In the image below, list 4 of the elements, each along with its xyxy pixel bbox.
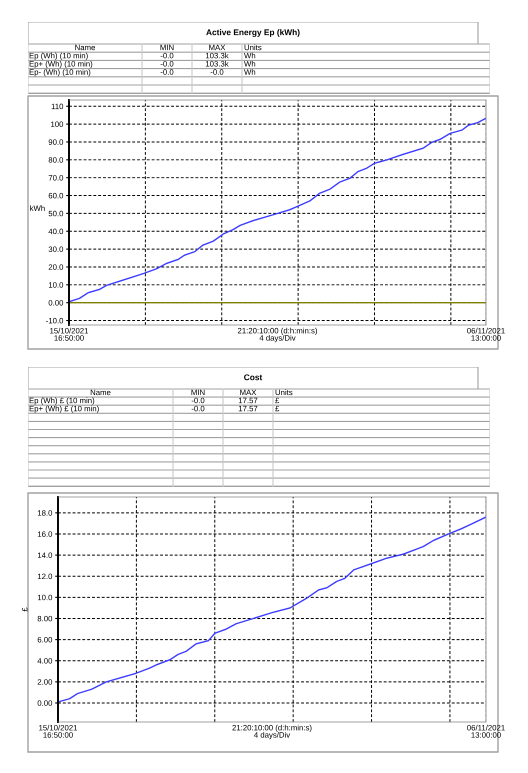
line-series [58,516,486,703]
text: Cost [244,374,262,380]
text: Active Energy Ep (kWh) [206,29,300,37]
line-series [69,118,486,302]
